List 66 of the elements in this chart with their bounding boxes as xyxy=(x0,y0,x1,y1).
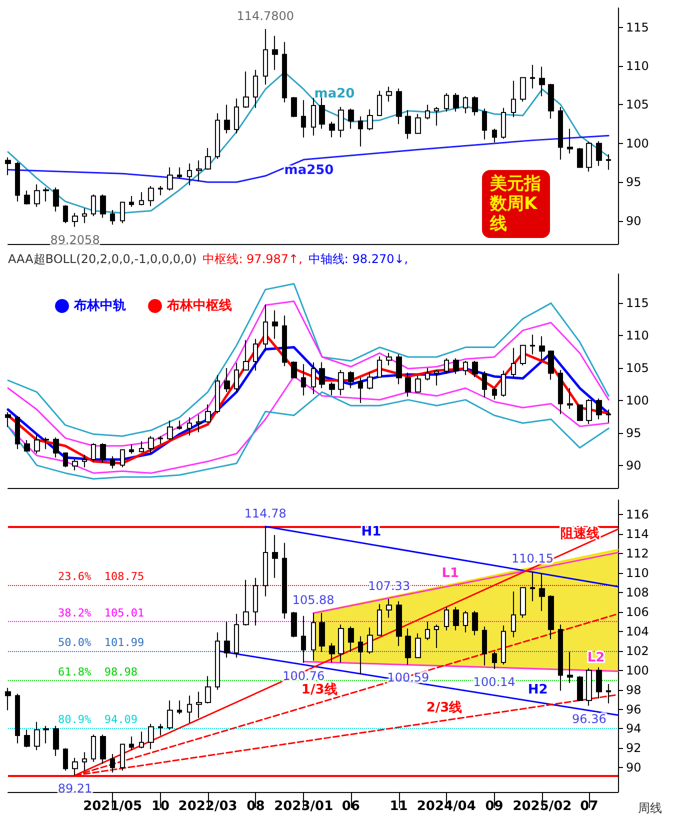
series-label: L2 xyxy=(587,650,605,666)
ref-line-label: 23.6% 108.75 xyxy=(58,570,144,584)
y-tick-label: 90 xyxy=(626,214,642,228)
annotation: 114.78 xyxy=(244,506,286,520)
text: 中轴线: 98.270↓, xyxy=(308,252,408,266)
y-tick-label: 106 xyxy=(626,604,649,619)
series-label: H1 xyxy=(361,524,382,540)
y-tick-label: 105 xyxy=(626,98,649,112)
x-tick-label: 09 xyxy=(485,799,504,814)
y-tick-label: 110 xyxy=(626,566,649,580)
x-tick-label: 2022/03 xyxy=(178,799,238,814)
annotation: 89.2058 xyxy=(50,232,100,247)
x-tick-label: 10 xyxy=(151,799,170,814)
y-tick-label: 95 xyxy=(626,175,642,190)
y-tick-label: 95 xyxy=(626,426,642,440)
annotation: 96.36 xyxy=(572,712,606,726)
annotation: 110.15 xyxy=(512,552,554,566)
y-tick-label: 116 xyxy=(626,508,649,522)
y-tick-label: 105 xyxy=(626,361,649,376)
legend-label: 布林中轨 xyxy=(73,298,126,314)
x-tick-label: 08 xyxy=(246,799,265,814)
series-label: ma250 xyxy=(284,162,334,178)
x-tick-label: 2025/02 xyxy=(512,799,572,814)
series-label: H2 xyxy=(528,682,548,698)
y-tick-label: 96 xyxy=(626,702,642,716)
annotation: 105.88 xyxy=(292,593,334,608)
series-label: 1/3线 xyxy=(301,682,338,698)
text: 中枢线: 97.987↑, xyxy=(202,252,302,266)
ref-line-label: 61.8% 98.98 xyxy=(58,665,138,678)
ref-line-label: 80.9% 94.09 xyxy=(58,712,138,726)
x-tick-label: 07 xyxy=(580,799,598,814)
y-tick-label: 112 xyxy=(626,546,649,561)
series-label: L1 xyxy=(442,566,460,581)
y-tick-label: 90 xyxy=(626,760,642,775)
annotation: 114.7800 xyxy=(236,9,294,24)
y-tick-label: 90 xyxy=(626,458,642,472)
x-tick-label: 11 xyxy=(390,799,408,814)
text: AAA超BOLL(20,2,0,0,-1,0,0,0,0) xyxy=(8,252,197,266)
annotation: 107.33 xyxy=(368,578,410,593)
y-tick-label: 98 xyxy=(626,682,642,697)
series-label: 2/3线 xyxy=(426,700,462,716)
ref-line-label: 50.0% 101.99 xyxy=(58,636,144,649)
x-tick-label: 06 xyxy=(342,799,360,814)
x-tick-label: 2023/01 xyxy=(274,799,334,814)
y-tick-label: 114 xyxy=(626,527,649,542)
y-tick-label: 100 xyxy=(626,136,649,150)
y-tick-label: 104 xyxy=(626,624,649,638)
x-tick-label: 2021/05 xyxy=(83,799,142,814)
annotation: 89.21 xyxy=(58,781,92,796)
y-tick-label: 102 xyxy=(626,644,649,658)
y-tick-label: 92 xyxy=(626,741,642,756)
ref-line-label: 38.2% 105.01 xyxy=(58,606,144,620)
text: 周线 xyxy=(638,801,662,815)
text: 美元指数周K线 xyxy=(489,174,541,234)
y-tick-label: 94 xyxy=(626,722,642,736)
x-tick-label: 2024/04 xyxy=(416,799,476,814)
series-label: ma20 xyxy=(314,86,355,102)
y-tick-label: 115 xyxy=(626,20,649,34)
y-tick-label: 110 xyxy=(626,328,649,343)
legend-label: 布林中枢线 xyxy=(166,298,232,314)
y-tick-label: 100 xyxy=(626,663,649,678)
annotation: 100.14 xyxy=(473,674,516,689)
y-tick-label: 110 xyxy=(626,59,649,74)
y-tick-label: 115 xyxy=(626,296,649,310)
y-tick-label: 100 xyxy=(626,393,649,408)
y-tick-label: 108 xyxy=(626,585,649,600)
